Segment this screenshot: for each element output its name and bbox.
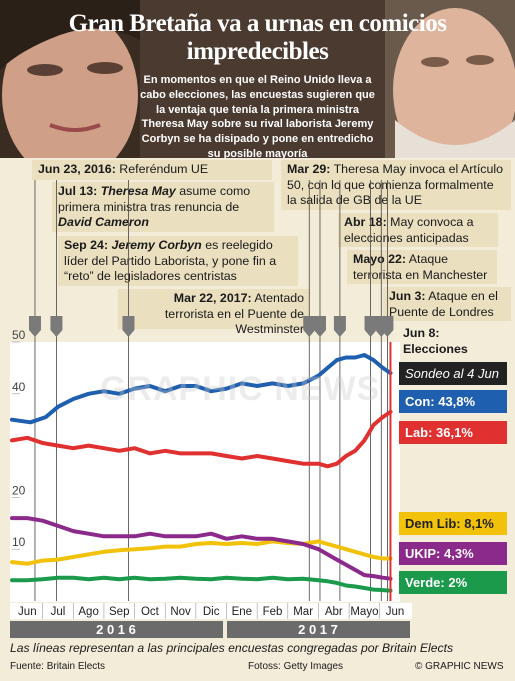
event-may-pm: Jul 13: Theresa May asume como primera m… [52,182,274,232]
event-marker [313,316,326,330]
month-label: Mar [293,606,313,618]
page-title: Gran Bretaña va a urnas en comicios impr… [68,10,447,65]
series-line-verde [10,575,393,593]
month-label: Nov [170,606,191,618]
copyright: © GRAPHIC NEWS [415,661,504,672]
month-label: Jun [386,606,405,618]
year-bar-2016 [10,621,223,638]
event-marker-tip [313,330,326,337]
event-election-day: Jun 8: Elecciones [397,324,511,356]
event-london-bridge-attack: Jun 3: Ataque en el Puente de Londres [383,287,511,321]
legend-ukip: UKIP: 4,3% [399,542,507,565]
event-marker [333,316,346,330]
jeremy-corbyn-photo [385,0,515,158]
legend-con: Con: 43,8% [399,390,507,413]
event-marker [381,316,394,330]
legend-lab: Lab: 36,1% [399,421,507,444]
month-label: Feb [263,606,283,618]
series-line-con [10,353,393,425]
legend-header: Sondeo al 4 Jun [399,362,507,385]
event-marker [364,316,377,330]
event-marker-tip [122,330,135,337]
page-subtitle: En momentos en que el Reino Unido lleva … [140,74,375,158]
source-credit: Fuente: Britain Elects [10,661,106,672]
y-tick-label: 20 [12,483,26,497]
year-bar-2017 [227,621,410,638]
series-line-dem-lib [10,539,393,566]
year-label-2016: 2 0 1 6 [96,622,136,637]
month-label: Dic [203,606,220,618]
legend-verde: Verde: 2% [399,571,507,594]
event-referendum: Jun 23, 2016: Referéndum UE [32,160,272,180]
event-marker [50,316,63,330]
month-label: Jul [51,606,66,618]
month-label: Abr [325,606,343,618]
event-manchester-attack: Mayo 22: Ataque terrorista en Manchester [347,250,497,284]
chart-caption: Las líneas representan a las principales… [10,641,454,655]
event-election-called: Abr 18: May convoca a elecciones anticip… [338,213,498,247]
month-label: Jun [18,606,37,618]
month-label: Sep [109,606,129,618]
event-marker-tip [303,330,316,337]
month-label: Ene [232,606,252,618]
event-marker-tip [381,330,394,337]
y-tick-label: 50 [12,328,26,342]
year-label-2017: 2 0 1 7 [298,622,338,637]
photo-credit: Fotoss: Getty Images [248,661,344,672]
series-line-lab [10,409,393,469]
month-label: Ago [78,606,98,618]
event-westminster-attack: Mar 22, 2017: Atentado terrorista en el … [118,289,310,336]
y-tick-label: 10 [12,535,26,549]
event-marker [303,316,316,330]
theresa-may-photo [0,0,140,158]
event-marker-tip [333,330,346,337]
event-marker [28,316,41,330]
event-marker-tip [50,330,63,337]
event-marker-tip [28,330,41,337]
event-marker [122,316,135,330]
event-article-50: Mar 29: Theresa May invoca el Artículo 5… [281,160,511,210]
series-line-ukip [10,516,393,581]
month-axis-bg [10,603,412,619]
header-banner: Gran Bretaña va a urnas en comicios impr… [0,0,515,158]
legend-dem-lib: Dem Lib: 8,1% [399,512,507,535]
y-tick-label: 40 [12,380,26,394]
event-marker-tip [364,330,377,337]
month-label: Oct [141,606,160,618]
event-corbyn-reelected: Sep 24: Jeremy Corbyn es reelegido líder… [58,236,298,286]
month-label: Mayo [350,606,378,618]
